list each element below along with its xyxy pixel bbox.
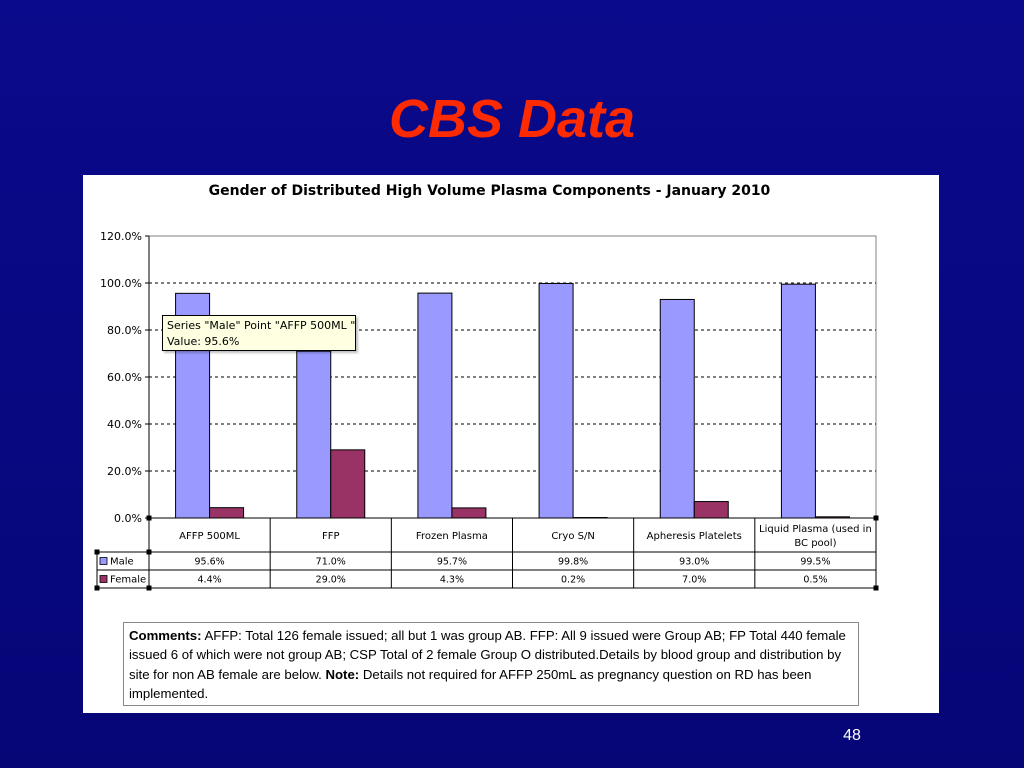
selection-handle [873, 585, 879, 591]
bar-male-5 [659, 298, 695, 519]
bar-male-6 [780, 283, 816, 519]
comments-box: Comments: AFFP: Total 126 female issued;… [123, 622, 859, 706]
data-table-value: 99.8% [558, 557, 588, 568]
data-table-value: 4.4% [198, 575, 222, 586]
data-table-value: 99.5% [800, 557, 830, 568]
data-table-value: 95.6% [194, 557, 224, 568]
bar-male-4 [538, 282, 574, 519]
bar-female-5 [693, 501, 729, 519]
category-label: FFP [322, 531, 340, 542]
category-label: BC pool) [794, 538, 836, 549]
note-text: Details not required for AFFP 250mL as p… [129, 666, 812, 702]
legend-label-male: Male [110, 557, 134, 568]
selection-handle [94, 549, 100, 555]
chart-title: Gender of Distributed High Volume Plasma… [208, 183, 771, 199]
y-tick-label: 40.0% [107, 418, 142, 431]
bar-male-3 [417, 292, 453, 519]
category-label: AFFP 500ML [179, 531, 240, 542]
y-tick-label: 20.0% [107, 465, 142, 478]
legend-label-female: Female [110, 575, 146, 586]
note-label: Note: [325, 666, 360, 682]
bar-male-2 [296, 350, 332, 519]
bar-female-2 [330, 449, 366, 519]
data-table-value: 4.3% [440, 575, 464, 586]
data-table-value: 95.7% [437, 557, 467, 568]
y-tick-label: 0.0% [114, 512, 142, 525]
bar-female-3 [451, 507, 487, 519]
y-tick-label: 60.0% [107, 371, 142, 384]
selection-handle [873, 515, 879, 521]
data-table-value: 93.0% [679, 557, 709, 568]
chart-tooltip: Series "Male" Point "AFFP 500ML " Value:… [162, 315, 356, 351]
data-table-value: 29.0% [316, 575, 346, 586]
y-tick-label: 80.0% [107, 324, 142, 337]
selection-handle [146, 585, 152, 591]
tooltip-value: Value: 95.6% [167, 335, 240, 348]
slide-number: 48 [843, 727, 861, 744]
category-label: Liquid Plasma (used in [759, 524, 872, 535]
data-table-value: 7.0% [682, 575, 706, 586]
slide-title: CBS Data [388, 89, 636, 149]
bar-chart: 0.0% 20.0% 40.0% 60.0% 80.0% 100.0% 120.0% AFFP… [94, 230, 879, 591]
selection-handle [94, 585, 100, 591]
selection-handle [146, 515, 152, 521]
category-label: Apheresis Platelets [647, 531, 742, 542]
data-table-value: 71.0% [316, 557, 346, 568]
chart-panel: Gender of Distributed High Volume Plasma… [83, 175, 939, 713]
tooltip-series-point: Series "Male" Point "AFFP 500ML " [167, 319, 356, 332]
category-label: Frozen Plasma [416, 531, 488, 542]
data-table-value: 0.5% [803, 575, 827, 586]
legend-key-female [99, 575, 108, 583]
data-table-value: 0.2% [561, 575, 585, 586]
legend-key-male [99, 557, 108, 565]
comments-text: AFFP: Total 126 female issued; all but 1… [129, 628, 846, 682]
bar-female-1 [209, 507, 245, 519]
category-label: Cryo S/N [551, 531, 595, 542]
y-tick-label: 100.0% [100, 277, 142, 290]
comments-label: Comments: [129, 628, 202, 643]
selection-handle [146, 549, 152, 555]
y-tick-label: 120.0% [100, 230, 142, 243]
